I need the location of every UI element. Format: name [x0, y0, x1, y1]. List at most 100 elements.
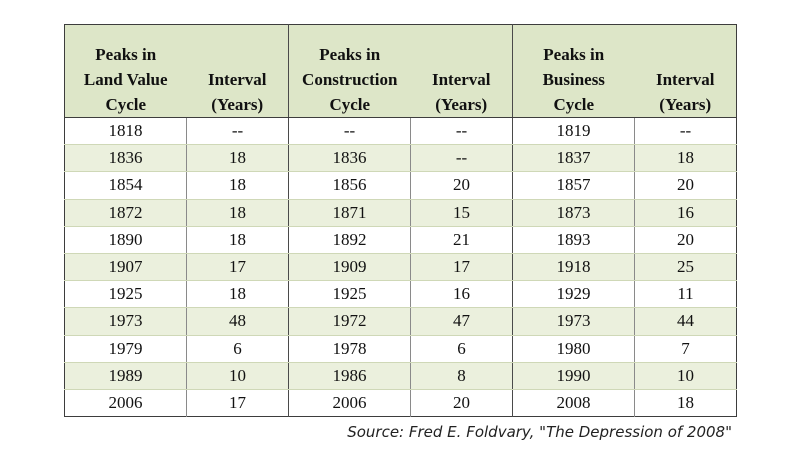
land-value-interval-cell: 10: [186, 362, 289, 390]
land-value-interval-cell: 18: [186, 280, 289, 309]
construction-interval-cell: --: [410, 117, 513, 146]
header-construction-peaks-line: Construction: [302, 70, 398, 89]
land-value-interval-cell: 18: [186, 171, 289, 200]
business-interval-cell: 7: [634, 335, 737, 363]
business-peak-cell: 1980: [512, 335, 635, 363]
business-peak-cell: 1837: [512, 144, 635, 173]
land-value-peak-cell: 1836: [64, 144, 187, 173]
land-value-interval-cell: --: [186, 117, 289, 146]
business-interval-cell: 11: [634, 280, 737, 309]
land-value-interval-cell: 48: [186, 307, 289, 336]
business-interval-cell: 18: [634, 144, 737, 173]
business-peak-cell: 1893: [512, 226, 635, 254]
header-business-peaks-line: Peaks in: [543, 45, 605, 64]
construction-interval-cell: --: [410, 144, 513, 173]
table-row: 1907 17 1909 17 1918 25: [64, 253, 737, 282]
land-value-interval-cell: 18: [186, 226, 289, 254]
business-peak-cell: 1973: [512, 307, 635, 336]
construction-interval-cell: 20: [410, 389, 513, 417]
construction-peak-cell: --: [288, 117, 411, 146]
header-construction-interval: Interval (Years): [410, 24, 513, 118]
header-business-peaks-line: Cycle: [553, 95, 595, 114]
construction-peak-cell: 1892: [288, 226, 411, 254]
construction-peak-cell: 1986: [288, 362, 411, 390]
business-interval-cell: 18: [634, 389, 737, 417]
table-row: 1854 18 1856 20 1857 20: [64, 171, 737, 200]
header-construction-peaks-line: Peaks in: [319, 45, 381, 64]
cycle-peaks-table: Peaks in Land Value Cycle Interval (Years) Pe…: [64, 24, 737, 418]
header-business-peaks: Peaks in Business Cycle: [512, 24, 635, 118]
construction-peak-cell: 1909: [288, 253, 411, 282]
business-peak-cell: 2008: [512, 389, 635, 417]
table-row: 1836 18 1836 -- 1837 18: [64, 144, 737, 173]
land-value-peak-cell: 1818: [64, 117, 187, 146]
header-land-value-peaks-line: Land Value: [83, 70, 168, 89]
business-interval-cell: 25: [634, 253, 737, 282]
header-business-interval-line: Interval: [655, 70, 715, 89]
construction-peak-cell: 2006: [288, 389, 411, 417]
construction-interval-cell: 16: [410, 280, 513, 309]
construction-interval-cell: 8: [410, 362, 513, 390]
land-value-peak-cell: 1989: [64, 362, 187, 390]
business-interval-cell: 44: [634, 307, 737, 336]
table-row: 1989 10 1986 8 1990 10: [64, 362, 737, 390]
construction-peak-cell: 1856: [288, 171, 411, 200]
source-caption: Source: Fred E. Foldvary, "The Depressio…: [347, 423, 732, 441]
header-business-interval: Interval (Years): [634, 24, 737, 118]
table-header: Peaks in Land Value Cycle Interval (Years) Pe…: [64, 24, 737, 118]
table-row: 1890 18 1892 21 1893 20: [64, 226, 737, 254]
header-business-interval-line: (Years): [659, 95, 712, 114]
table-body: 1818 -- -- -- 1819 -- 1836 18 1836 -- 1837 18 1854 18…: [64, 117, 737, 417]
land-value-peak-cell: 2006: [64, 389, 187, 417]
table-row: 1872 18 1871 15 1873 16: [64, 199, 737, 227]
construction-interval-cell: 47: [410, 307, 513, 336]
table-row: 1925 18 1925 16 1929 11: [64, 280, 737, 309]
land-value-peak-cell: 1979: [64, 335, 187, 363]
business-interval-cell: 10: [634, 362, 737, 390]
table-row: 1973 48 1972 47 1973 44: [64, 307, 737, 336]
land-value-interval-cell: 6: [186, 335, 289, 363]
land-value-peak-cell: 1890: [64, 226, 187, 254]
land-value-peak-cell: 1973: [64, 307, 187, 336]
business-peak-cell: 1873: [512, 199, 635, 227]
business-peak-cell: 1819: [512, 117, 635, 146]
business-interval-cell: 20: [634, 226, 737, 254]
header-business-peaks-line: Business: [542, 70, 605, 89]
header-land-value-interval: Interval (Years): [186, 24, 289, 118]
land-value-peak-cell: 1925: [64, 280, 187, 309]
header-construction-peaks: Peaks in Construction Cycle: [288, 24, 411, 118]
header-land-value-interval-line: (Years): [211, 95, 264, 114]
table-row: 2006 17 2006 20 2008 18: [64, 389, 737, 417]
construction-peak-cell: 1925: [288, 280, 411, 309]
cycle-peaks-table-container: Peaks in Land Value Cycle Interval (Years) Pe…: [64, 24, 737, 418]
header-construction-interval-line: Interval: [431, 70, 491, 89]
business-interval-cell: --: [634, 117, 737, 146]
land-value-peak-cell: 1907: [64, 253, 187, 282]
land-value-peak-cell: 1872: [64, 199, 187, 227]
business-interval-cell: 20: [634, 171, 737, 200]
construction-interval-cell: 15: [410, 199, 513, 227]
business-interval-cell: 16: [634, 199, 737, 227]
land-value-interval-cell: 17: [186, 253, 289, 282]
header-land-value-peaks-line: Peaks in: [95, 45, 157, 64]
land-value-interval-cell: 18: [186, 199, 289, 227]
land-value-peak-cell: 1854: [64, 171, 187, 200]
construction-interval-cell: 17: [410, 253, 513, 282]
header-land-value-peaks: Peaks in Land Value Cycle: [64, 24, 187, 118]
table-row: 1818 -- -- -- 1819 --: [64, 117, 737, 146]
construction-peak-cell: 1978: [288, 335, 411, 363]
business-peak-cell: 1929: [512, 280, 635, 309]
header-construction-interval-line: (Years): [435, 95, 488, 114]
land-value-interval-cell: 18: [186, 144, 289, 173]
construction-interval-cell: 21: [410, 226, 513, 254]
construction-interval-cell: 6: [410, 335, 513, 363]
header-land-value-interval-line: Interval: [207, 70, 267, 89]
business-peak-cell: 1990: [512, 362, 635, 390]
construction-interval-cell: 20: [410, 171, 513, 200]
table-row: 1979 6 1978 6 1980 7: [64, 335, 737, 363]
business-peak-cell: 1918: [512, 253, 635, 282]
header-construction-peaks-line: Cycle: [329, 95, 371, 114]
header-land-value-peaks-line: Cycle: [105, 95, 147, 114]
construction-peak-cell: 1836: [288, 144, 411, 173]
header-row: Peaks in Land Value Cycle Interval (Years) Pe…: [64, 24, 737, 118]
